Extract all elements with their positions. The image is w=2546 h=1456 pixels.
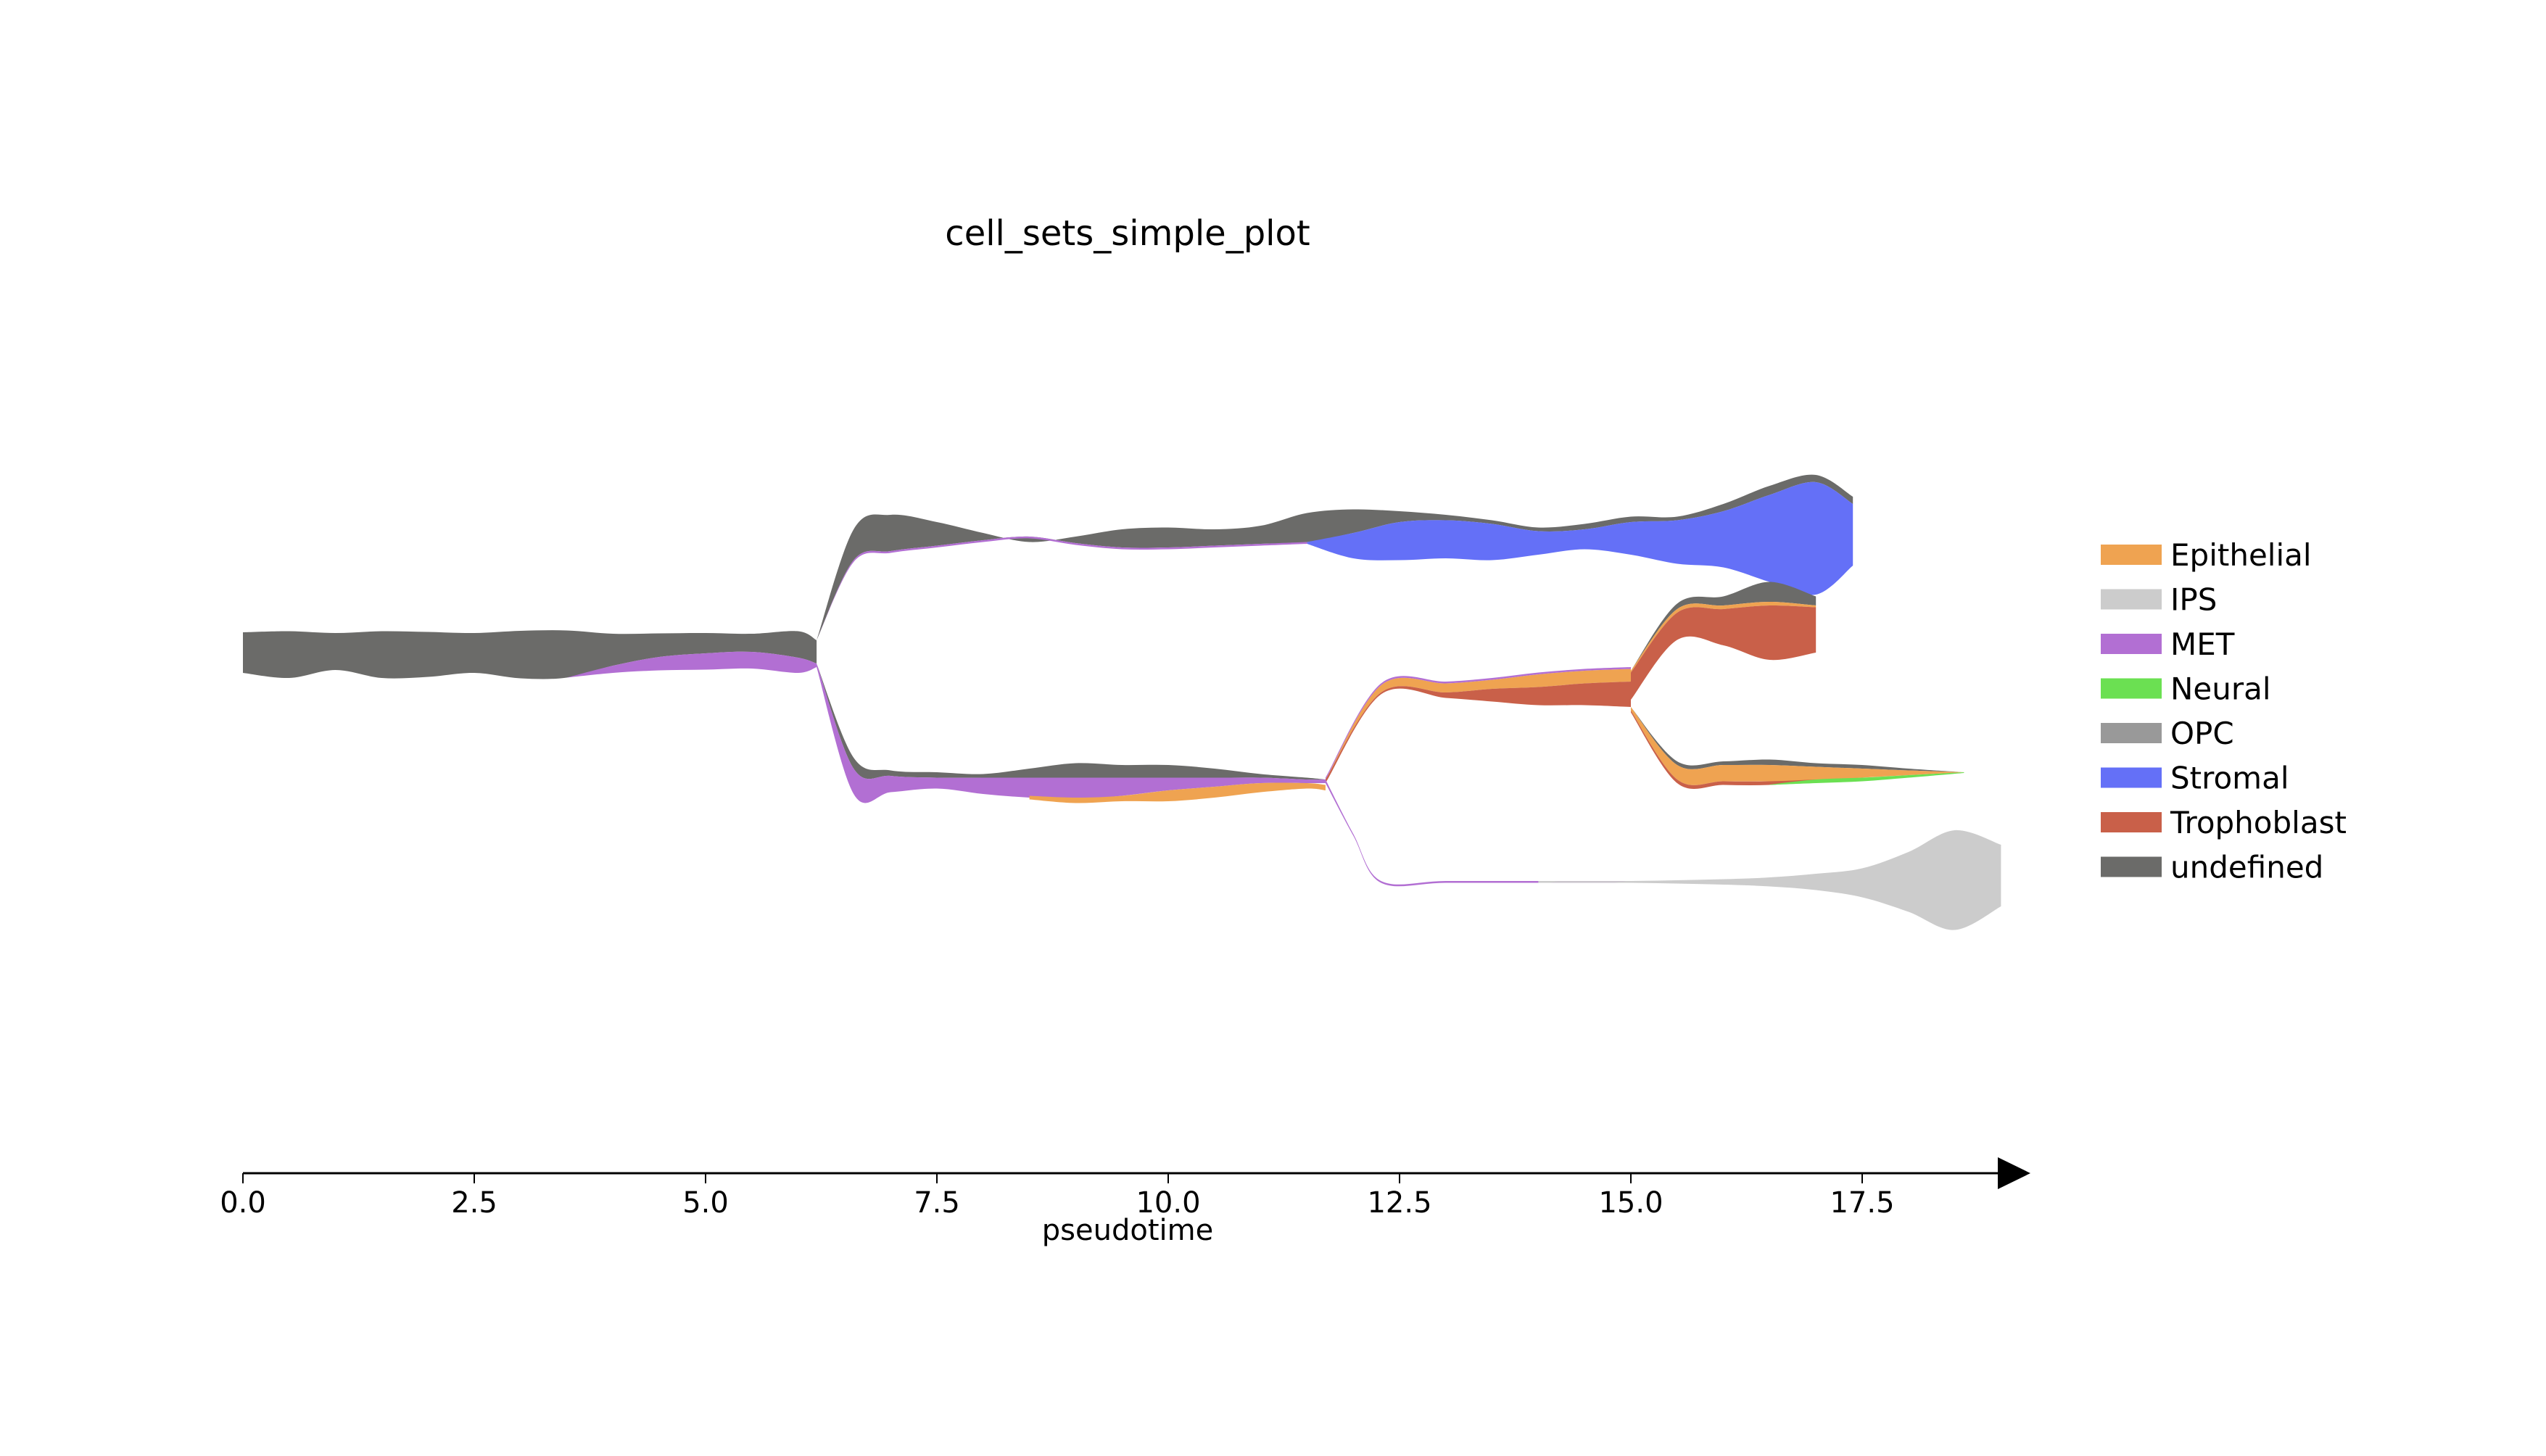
x-axis-label: pseudotime: [1042, 1214, 1213, 1247]
stream-troph-upper-undefined: [1631, 582, 1816, 671]
legend-label: MET: [2170, 626, 2235, 662]
stream-ips-ips: [1538, 830, 2001, 930]
branch-troph-lower: [1631, 707, 1964, 790]
legend-item-ips: IPS: [2101, 582, 2217, 618]
legend-swatch: [2101, 767, 2162, 788]
legend-item-stromal: Stromal: [2101, 761, 2289, 796]
legend-label: undefined: [2170, 850, 2323, 885]
stream-upper-stromal: [1307, 481, 1853, 595]
legend-swatch: [2101, 856, 2162, 877]
x-tick-label: 0.0: [220, 1186, 266, 1220]
legend-label: Epithelial: [2170, 537, 2312, 573]
stream-upper-met: [817, 536, 1307, 640]
legend-label: Neural: [2170, 671, 2271, 707]
x-tick-label: 15.0: [1598, 1186, 1663, 1220]
legend-swatch: [2101, 678, 2162, 699]
stream-troph-lower-undefined: [1631, 707, 1964, 772]
legend-label: Stromal: [2170, 761, 2289, 796]
legend-item-met: MET: [2101, 626, 2235, 662]
x-tick-label: 12.5: [1367, 1186, 1431, 1220]
stream-areas: [243, 474, 2001, 930]
stream-troph-lower-trophoblast: [1631, 711, 1816, 790]
legend-swatch: [2101, 812, 2162, 832]
stream-troph-lower-neural: [1769, 772, 1964, 785]
legend-swatch: [2101, 589, 2162, 610]
branch-ips: [1325, 779, 2001, 930]
x-axis-arrow: [1998, 1157, 2030, 1189]
legend-swatch: [2101, 634, 2162, 654]
legend-label: OPC: [2170, 716, 2234, 751]
x-tick-label: 17.5: [1830, 1186, 1894, 1220]
branch-root: [243, 630, 817, 679]
stream-root-met: [566, 651, 817, 678]
stream-root-undefined: [243, 630, 817, 679]
legend-item-neural: Neural: [2101, 671, 2271, 707]
x-tick-label: 5.0: [682, 1186, 729, 1220]
legend: Epithelial IPS MET Neural OPC Stromal Trophobl…: [2101, 537, 2347, 885]
legend-swatch: [2101, 723, 2162, 743]
legend-swatch: [2101, 545, 2162, 565]
x-axis: 0.0 2.5 5.0 7.5 10.0 12.5 15.0 17.5 pseudotime: [220, 1157, 2030, 1247]
stream-middle-epithelial: [1029, 782, 1326, 803]
stream-troph-upper-trophoblast: [1631, 605, 1816, 700]
branch-upper: [817, 474, 1853, 640]
x-tick-label: 7.5: [914, 1186, 960, 1220]
branch-troph: [1325, 667, 1631, 783]
legend-label: IPS: [2170, 582, 2217, 618]
legend-item-trophoblast: Trophoblast: [2101, 805, 2347, 840]
stream-troph-trophoblast: [1325, 682, 1631, 783]
x-ticks: 0.0 2.5 5.0 7.5 10.0 12.5 15.0 17.5: [220, 1173, 1895, 1220]
stream-middle-undefined: [817, 663, 1326, 780]
branch-middle: [817, 663, 1326, 803]
legend-label: Trophoblast: [2170, 805, 2347, 840]
stream-troph-lower-epithelial: [1631, 707, 1964, 785]
x-tick-label: 10.0: [1136, 1186, 1200, 1220]
legend-item-opc: OPC: [2101, 716, 2234, 751]
stream-middle-met: [817, 663, 1326, 803]
stream-troph-epithelial: [1325, 669, 1631, 779]
legend-item-undefined: undefined: [2101, 850, 2323, 885]
x-tick-label: 2.5: [451, 1186, 497, 1220]
stream-ips-met: [1325, 779, 1631, 887]
legend-item-epithelial: Epithelial: [2101, 537, 2312, 573]
branch-troph-upper: [1631, 582, 1816, 700]
chart-title: cell_sets_simple_plot: [945, 213, 1310, 254]
